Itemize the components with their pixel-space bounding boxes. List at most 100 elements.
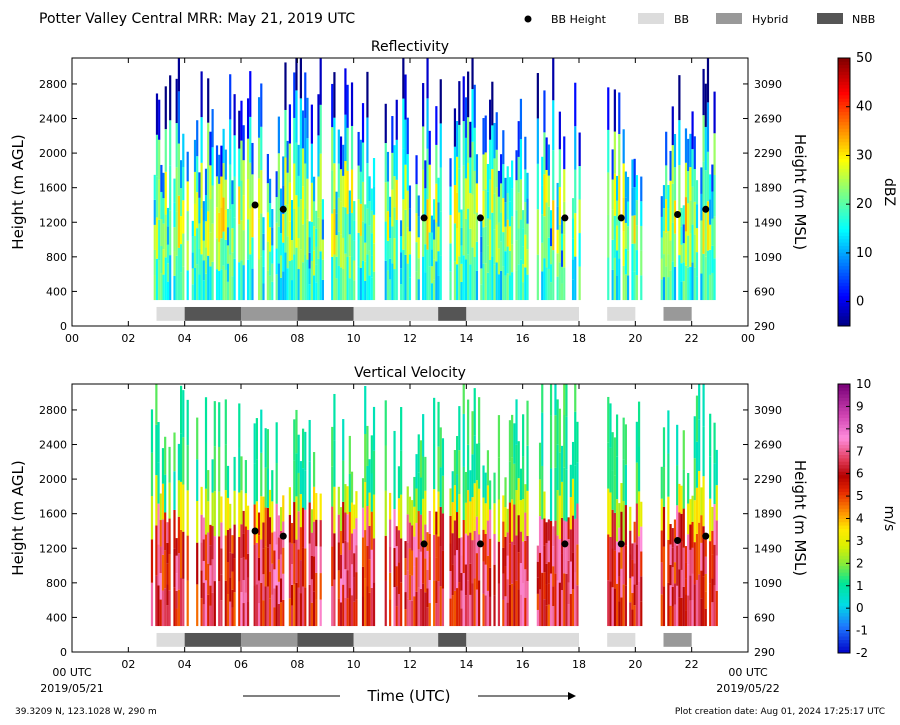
heatmap-cell — [177, 589, 180, 627]
colorbar-step — [838, 319, 850, 324]
heatmap-cell — [676, 505, 679, 546]
x-tick-label: 10 — [347, 332, 361, 345]
heatmap-cell — [676, 465, 679, 506]
heatmap-cell — [186, 270, 189, 301]
heatmap-cell — [680, 598, 683, 627]
classification-segment — [297, 306, 354, 321]
heatmap-cell — [397, 466, 401, 499]
heatmap-cell — [611, 470, 614, 510]
heatmap-cell — [428, 130, 431, 165]
heatmap-cell — [286, 204, 289, 237]
heatmap-cell — [389, 492, 392, 520]
heatmap-cell — [304, 509, 307, 549]
heatmap-cell — [629, 578, 632, 603]
heatmap-cell — [698, 384, 701, 420]
heatmap-cell — [422, 583, 425, 627]
heatmap-cell — [687, 138, 690, 172]
heatmap-cell — [169, 255, 172, 301]
heatmap-cell — [662, 467, 666, 507]
heatmap-cell — [680, 281, 683, 301]
heatmap-cell — [209, 199, 212, 233]
heatmap-cell — [522, 456, 525, 499]
heatmap-cell — [160, 273, 163, 301]
heatmap-cell — [671, 606, 674, 627]
heatmap-cell — [640, 201, 643, 226]
heatmap-cell — [168, 446, 171, 483]
colorbar-tick-label: -1 — [856, 624, 868, 638]
heatmap-cell — [397, 594, 401, 627]
heatmap-cell — [502, 266, 505, 301]
heatmap-cell — [609, 581, 612, 627]
heatmap-cell — [422, 126, 425, 170]
heatmap-cell — [484, 503, 487, 534]
heatmap-cell — [660, 498, 663, 531]
heatmap-cell — [633, 187, 636, 216]
heatmap-cell — [339, 201, 343, 235]
heatmap-cell — [268, 571, 272, 599]
y-tick-label: 2000 — [39, 473, 67, 486]
heatmap-cell — [218, 402, 221, 447]
colorbar-step — [838, 118, 850, 123]
heatmap-cell — [554, 573, 557, 627]
heatmap-cell — [413, 596, 416, 627]
heatmap-cell — [173, 202, 176, 228]
heatmap-cell — [473, 388, 476, 436]
heatmap-cell — [611, 149, 614, 180]
colorbar-step — [838, 464, 850, 469]
heatmap-cell — [497, 170, 501, 197]
heatmap-cell — [615, 541, 619, 584]
heatmap-cell — [522, 499, 525, 542]
heatmap-cell — [224, 209, 227, 240]
x-tick-label: 22 — [685, 658, 699, 671]
heatmap-cell — [513, 585, 516, 627]
heatmap-cell — [669, 240, 672, 271]
colorbar-tick-label: -2 — [856, 646, 868, 660]
heatmap-cell — [618, 133, 621, 176]
heatmap-cell — [186, 151, 189, 182]
heatmap-cell — [556, 229, 559, 254]
heatmap-cell — [260, 539, 263, 583]
heatmap-cell — [563, 573, 566, 627]
heatmap-cell — [215, 238, 219, 270]
y-tick-label: 1200 — [39, 542, 67, 555]
heatmap-cell — [277, 116, 280, 154]
heatmap-cell — [673, 519, 677, 541]
colorbar-step — [838, 185, 850, 190]
heatmap-cell — [244, 493, 247, 527]
heatmap-cell — [415, 454, 418, 489]
heatmap-cell — [482, 497, 485, 530]
heatmap-cell — [671, 145, 674, 184]
heatmap-cell — [574, 384, 577, 412]
colorbar-step — [838, 148, 850, 153]
heatmap-cell — [406, 154, 409, 191]
colorbar-step — [838, 305, 850, 310]
y-right-tick-label: 690 — [754, 285, 775, 298]
heatmap-cell — [504, 566, 507, 597]
heatmap-cell — [350, 256, 354, 301]
y-tick-label: 0 — [60, 320, 67, 333]
heatmap-cell — [511, 272, 514, 301]
heatmap-cell — [567, 560, 570, 583]
heatmap-cell — [578, 166, 581, 200]
heatmap-cell — [384, 400, 387, 446]
heatmap-cell — [231, 228, 234, 253]
heatmap-cell — [560, 553, 564, 591]
heatmap-cell — [357, 131, 360, 166]
heatmap-cell — [547, 237, 550, 269]
heatmap-cell — [691, 495, 694, 522]
heatmap-cell — [331, 546, 334, 587]
heatmap-cell — [545, 235, 548, 268]
heatmap-cell — [290, 605, 294, 627]
heatmap-cell — [571, 238, 575, 260]
heatmap-cell — [545, 563, 548, 585]
classification-segment — [184, 632, 241, 647]
heatmap-cell — [257, 218, 261, 260]
heatmap-cell — [433, 279, 436, 301]
heatmap-cell — [662, 506, 666, 547]
heatmap-cell — [319, 104, 322, 154]
heatmap-cell — [560, 217, 564, 234]
heatmap-cell — [400, 538, 403, 583]
heatmap-cell — [460, 227, 463, 246]
heatmap-cell — [393, 469, 396, 509]
